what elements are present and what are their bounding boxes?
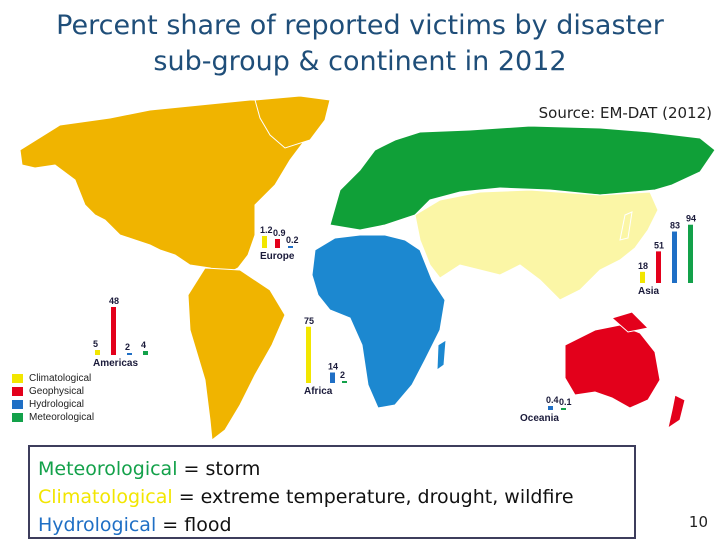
map-legend: Climatological Geophysical Hydrological Met… xyxy=(12,372,94,424)
asia-bar-geophysical xyxy=(656,251,661,283)
africa-value-label-hydrological: 14 xyxy=(328,362,338,372)
asia-value-label-climatological: 18 xyxy=(638,261,648,271)
asia-bar-climatological xyxy=(640,271,645,283)
definition-term-hydrological: Hydrological xyxy=(38,514,157,536)
africa-value-label-climatological: 75 xyxy=(304,316,314,326)
new-guinea-land xyxy=(610,311,650,333)
new-zealand-land xyxy=(667,394,686,430)
asia-continent-label: Asia xyxy=(638,286,660,297)
definition-meteorological: Meteorological = storm xyxy=(38,455,626,483)
legend-label-hydrological: Hydrological xyxy=(29,399,85,410)
europe-bar-climatological xyxy=(262,236,267,248)
legend-swatch-geophysical xyxy=(12,387,23,396)
definition-term-climatological: Climatological xyxy=(38,486,173,508)
legend-item-hydrological: Hydrological xyxy=(12,398,94,411)
americas-bar-hydrological xyxy=(127,353,132,355)
legend-item-meteorological: Meteorological xyxy=(12,411,94,424)
legend-label-meteorological: Meteorological xyxy=(29,412,95,423)
title-line-1: Percent share of reported victims by dis… xyxy=(56,10,664,41)
africa-bar-hydrological xyxy=(330,372,335,383)
europe-value-label-hydrological: 0.2 xyxy=(286,235,299,245)
americas-continent-label: Americas xyxy=(93,358,138,369)
oceania-continent-label: Oceania xyxy=(520,413,559,424)
legend-swatch-meteorological xyxy=(12,413,23,422)
greenland-land xyxy=(254,95,331,149)
definition-hydrological: Hydrological = flood xyxy=(38,511,626,539)
americas-bar-geophysical xyxy=(111,307,116,355)
legend-swatch-hydrological xyxy=(12,400,23,409)
definition-text-climatological: = extreme temperature, drought, wildfire xyxy=(172,486,574,508)
asia-land xyxy=(414,189,659,301)
oceania-bar-hydrological xyxy=(548,406,553,410)
americas-value-label-geophysical: 48 xyxy=(109,296,119,306)
africa-land xyxy=(311,234,446,409)
americas-value-label-climatological: 5 xyxy=(93,339,98,349)
japan-land xyxy=(619,211,633,241)
americas-value-label-hydrological: 2 xyxy=(125,342,130,352)
africa-bar-climatological xyxy=(306,326,311,383)
definition-text-meteorological: = storm xyxy=(177,458,261,480)
oceania-value-label-meteorological: 0.1 xyxy=(559,397,572,407)
south-america-land xyxy=(187,267,286,441)
legend-item-geophysical: Geophysical xyxy=(12,385,94,398)
definition-climatological: Climatological = extreme temperature, dr… xyxy=(38,483,626,511)
definition-text-hydrological: = flood xyxy=(156,514,232,536)
australia-land xyxy=(564,324,661,409)
oceania-bar-meteorological xyxy=(561,408,566,410)
americas-value-label-meteorological: 4 xyxy=(141,340,146,350)
americas-bar-climatological xyxy=(95,350,100,355)
title-line-2: sub-group & continent in 2012 xyxy=(153,46,567,77)
definitions-box: Meteorological = storm Climatological = e… xyxy=(28,445,636,539)
asia-value-label-meteorological: 94 xyxy=(686,214,696,224)
eurasia-land xyxy=(329,125,716,231)
legend-swatch-climatological xyxy=(12,374,23,383)
africa-bar-meteorological xyxy=(342,381,347,383)
africa-value-label-meteorological: 2 xyxy=(340,370,345,380)
legend-label-climatological: Climatological xyxy=(29,373,92,384)
asia-value-label-geophysical: 51 xyxy=(654,240,664,250)
page-number: 10 xyxy=(688,513,708,531)
legend-label-geophysical: Geophysical xyxy=(29,386,85,397)
europe-value-label-climatological: 1.2 xyxy=(260,225,273,235)
source-note: Source: EM-DAT (2012) xyxy=(538,104,712,122)
definition-term-meteorological: Meteorological xyxy=(38,458,178,480)
asia-bar-meteorological xyxy=(688,224,693,283)
asia-bar-hydrological xyxy=(672,231,677,283)
legend-item-climatological: Climatological xyxy=(12,372,94,385)
slide-title: Percent share of reported victims by dis… xyxy=(0,8,720,80)
europe-bar-hydrological xyxy=(288,246,293,248)
africa-continent-label: Africa xyxy=(304,386,333,397)
europe-value-label-geophysical: 0.9 xyxy=(273,228,286,238)
europe-continent-label: Europe xyxy=(260,251,295,262)
europe-bar-geophysical xyxy=(275,239,280,248)
americas-bar-meteorological xyxy=(143,351,148,355)
madagascar-land xyxy=(436,339,447,372)
oceania-value-label-hydrological: 0.4 xyxy=(546,395,559,405)
asia-value-label-hydrological: 83 xyxy=(670,221,680,231)
